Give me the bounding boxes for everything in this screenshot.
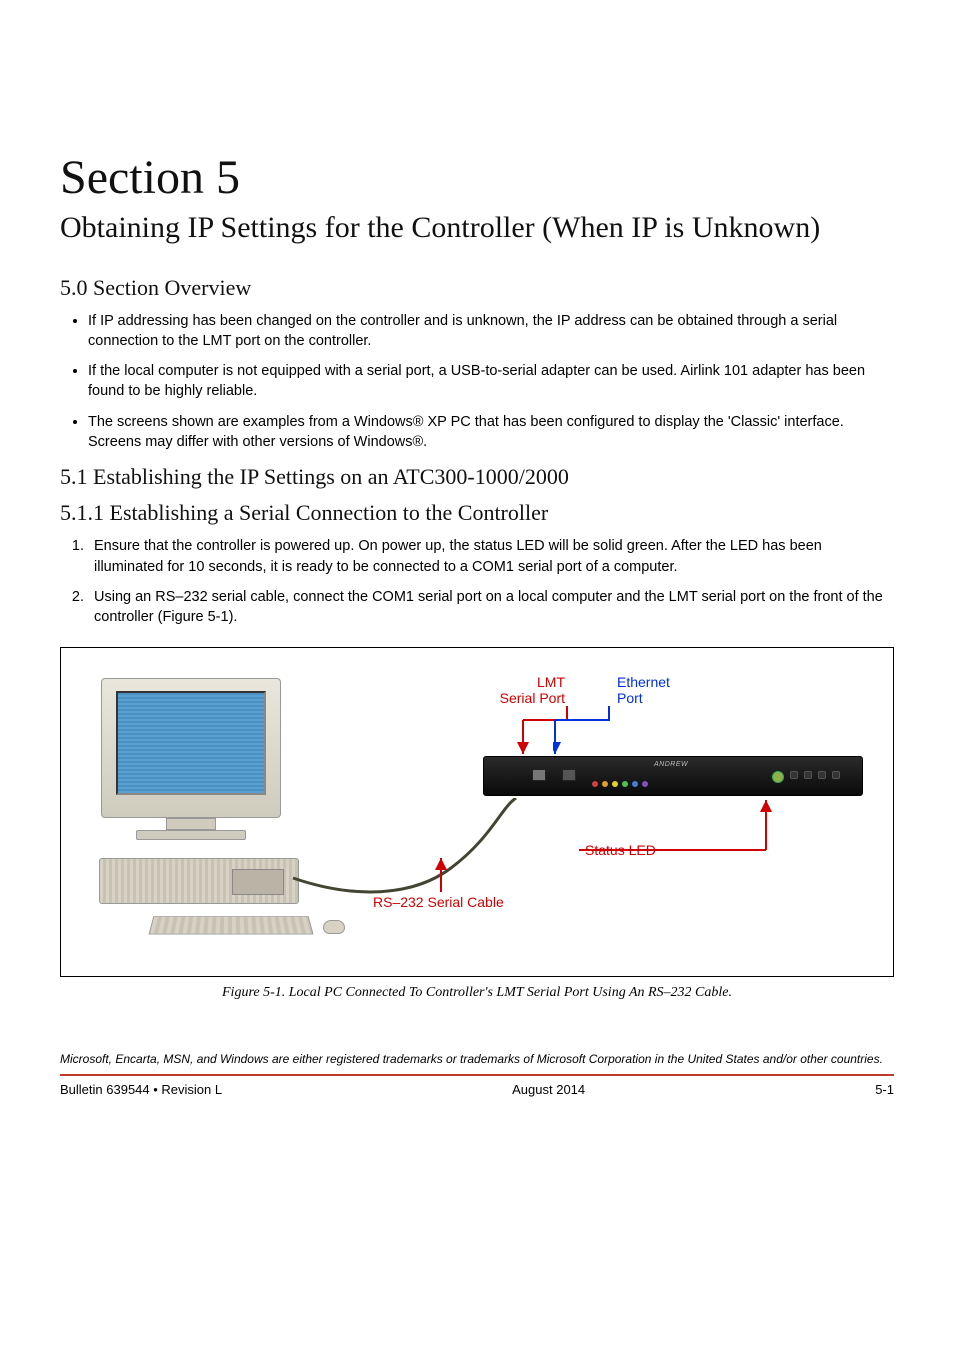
heading-5-1: 5.1 Establishing the IP Settings on an A… — [60, 464, 894, 490]
step-item: Using an RS–232 serial cable, connect th… — [88, 587, 894, 628]
section-subtitle: Obtaining IP Settings for the Controller… — [60, 209, 894, 247]
figure-pc-tower-icon — [99, 858, 299, 904]
figure-5-1: ANDREW LMTSerial Port EthernetPort Statu… — [60, 647, 894, 977]
steps-list: Ensure that the controller is powered up… — [60, 536, 894, 627]
figure-pc-icon — [101, 678, 281, 840]
footer-center: August 2014 — [512, 1082, 585, 1097]
figure-controller-brand: ANDREW — [654, 761, 688, 768]
footer-left: Bulletin 639544 • Revision L — [60, 1082, 222, 1097]
overview-bullets: If IP addressing has been changed on the… — [60, 311, 894, 453]
figure-arrow-cable — [291, 798, 551, 908]
footer-divider — [60, 1074, 894, 1076]
page-footer: Bulletin 639544 • Revision L August 2014… — [60, 1082, 894, 1097]
figure-label-lmt: LMTSerial Port — [485, 674, 565, 706]
heading-5-0: 5.0 Section Overview — [60, 275, 894, 301]
overview-bullet: If IP addressing has been changed on the… — [88, 311, 894, 352]
figure-arrow-ethernet — [553, 706, 633, 766]
section-number-title: Section 5 — [60, 150, 894, 205]
overview-bullet: The screens shown are examples from a Wi… — [88, 412, 894, 453]
figure-status-led-icon — [772, 771, 784, 783]
figure-mouse-icon — [323, 920, 345, 934]
figure-arrow-status — [561, 796, 781, 856]
figure-label-ethernet: EthernetPort — [617, 674, 670, 706]
figure-keyboard-icon — [148, 917, 313, 935]
figure-caption: Figure 5-1. Local PC Connected To Contro… — [60, 985, 894, 1001]
step-item: Ensure that the controller is powered up… — [88, 536, 894, 577]
heading-5-1-1: 5.1.1 Establishing a Serial Connection t… — [60, 500, 894, 526]
figure-controller-leds — [592, 781, 648, 787]
footer-right: 5-1 — [875, 1082, 894, 1097]
trademark-note: Microsoft, Encarta, MSN, and Windows are… — [60, 1051, 894, 1067]
overview-bullet: If the local computer is not equipped wi… — [88, 361, 894, 402]
